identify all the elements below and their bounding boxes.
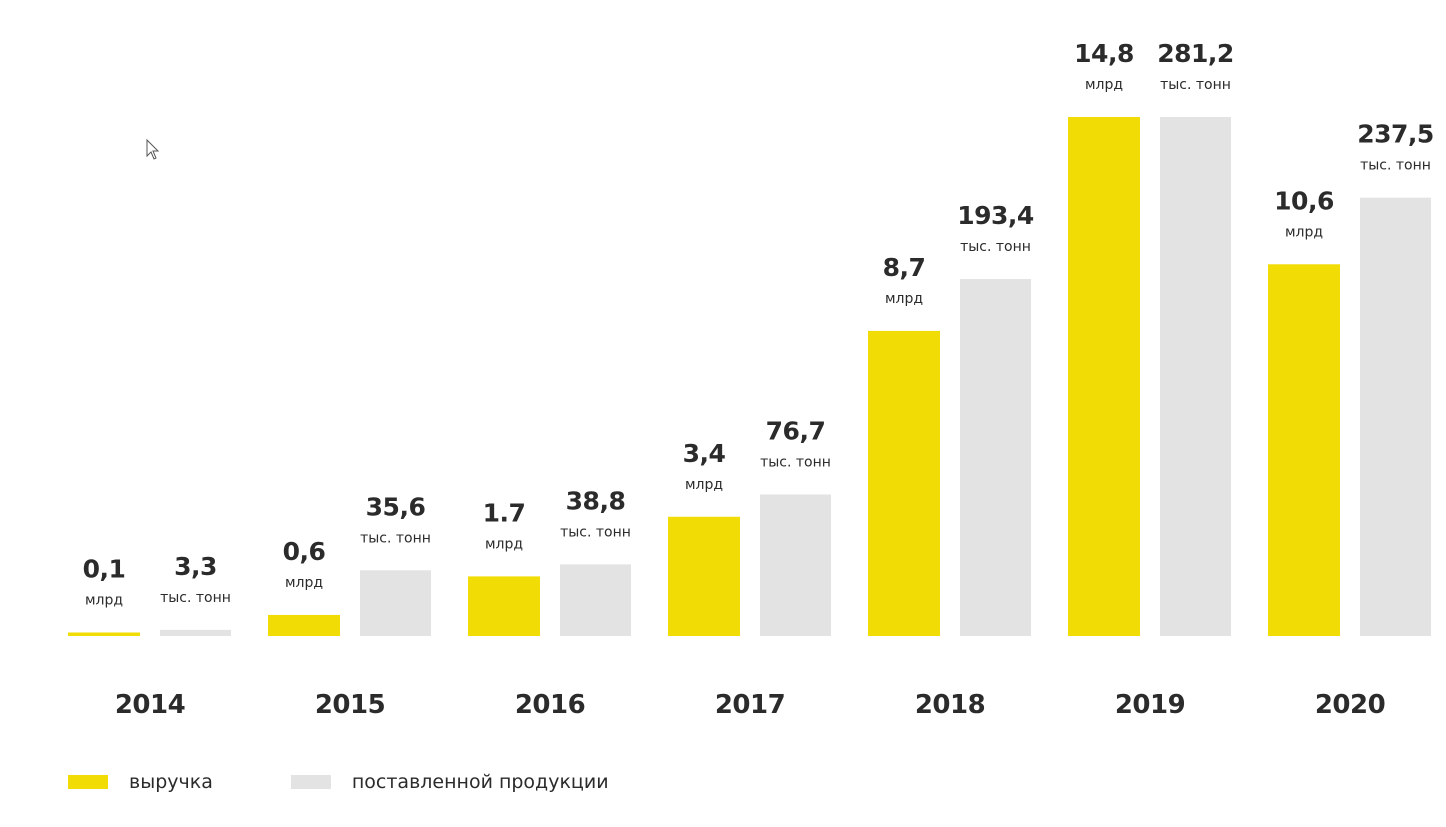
value-label-revenue-2020: 10,6 — [1274, 186, 1334, 215]
bar-revenue-2014 — [68, 632, 140, 636]
unit-label-revenue-2016: млрд — [485, 536, 523, 552]
value-label-revenue-2019: 14,8 — [1074, 39, 1134, 68]
bar-deliveries-2014 — [160, 629, 231, 636]
value-label-deliveries-2015: 35,6 — [366, 492, 426, 521]
unit-label-deliveries-2018: тыс. тонн — [960, 239, 1031, 255]
legend-label-deliveries: поставленной продукции — [351, 771, 609, 793]
value-label-deliveries-2019: 281,2 — [1157, 39, 1234, 68]
unit-label-deliveries-2015: тыс. тонн — [360, 530, 431, 546]
value-label-deliveries-2017: 76,7 — [766, 416, 826, 445]
value-label-revenue-2016: 1.7 — [483, 498, 526, 527]
bar-revenue-2016 — [468, 576, 540, 636]
year-label-2016: 2016 — [515, 690, 585, 720]
bar-revenue-2017 — [668, 516, 740, 636]
bar-deliveries-2018 — [960, 279, 1031, 636]
unit-label-deliveries-2020: тыс. тонн — [1360, 158, 1431, 174]
bar-deliveries-2017 — [760, 494, 831, 636]
unit-label-deliveries-2016: тыс. тонн — [560, 524, 631, 540]
bar-deliveries-2020 — [1360, 197, 1431, 637]
value-label-revenue-2017: 3,4 — [683, 439, 726, 468]
year-label-2019: 2019 — [1115, 690, 1185, 720]
bar-deliveries-2015 — [360, 570, 431, 636]
unit-label-deliveries-2014: тыс. тонн — [160, 590, 231, 606]
bar-deliveries-2016 — [560, 564, 631, 636]
value-label-deliveries-2014: 3,3 — [174, 552, 217, 581]
unit-label-revenue-2020: млрд — [1285, 224, 1323, 240]
unit-label-revenue-2018: млрд — [885, 291, 923, 307]
legend-swatch-revenue — [68, 775, 108, 789]
year-label-2017: 2017 — [715, 690, 785, 720]
bar-revenue-2019 — [1068, 117, 1140, 636]
bar-revenue-2015 — [268, 614, 340, 636]
bar-revenue-2020 — [1268, 264, 1340, 636]
value-label-deliveries-2018: 193,4 — [957, 201, 1034, 230]
value-label-revenue-2015: 0,6 — [283, 537, 326, 566]
mouse-pointer-icon — [146, 139, 160, 160]
unit-label-deliveries-2017: тыс. тонн — [760, 454, 831, 470]
value-label-deliveries-2016: 38,8 — [566, 486, 626, 515]
value-label-revenue-2014: 0,1 — [83, 554, 126, 583]
year-label-2020: 2020 — [1315, 690, 1385, 720]
unit-label-revenue-2014: млрд — [85, 592, 123, 608]
year-label-2014: 2014 — [115, 690, 185, 720]
unit-label-revenue-2017: млрд — [685, 477, 723, 493]
legend-item-deliveries: поставленной продукции — [290, 771, 609, 793]
year-label-2015: 2015 — [315, 690, 385, 720]
unit-label-revenue-2015: млрд — [285, 575, 323, 591]
legend-label-revenue: выручка — [129, 771, 213, 793]
legend-item-revenue: выручка — [68, 771, 213, 793]
bar-deliveries-2019 — [1160, 117, 1231, 636]
legend-swatch-deliveries — [290, 775, 331, 789]
chart-legend: выручка поставленной продукции — [68, 768, 687, 796]
year-label-2018: 2018 — [915, 690, 985, 720]
value-label-revenue-2018: 8,7 — [883, 253, 926, 282]
value-label-deliveries-2020: 237,5 — [1357, 120, 1434, 149]
bar-revenue-2018 — [868, 330, 940, 636]
unit-label-deliveries-2019: тыс. тонн — [1160, 77, 1231, 93]
unit-label-revenue-2019: млрд — [1085, 77, 1123, 93]
